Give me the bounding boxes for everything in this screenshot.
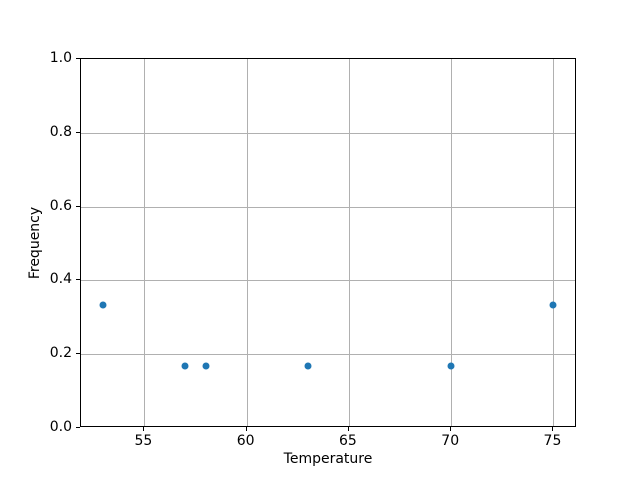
y-tick-mark — [76, 131, 80, 133]
x-tick-mark — [245, 427, 247, 431]
y-tick-label: 1.0 — [49, 50, 72, 66]
y-tick-label: 0.2 — [49, 345, 72, 362]
x-gridline — [144, 59, 146, 426]
x-tick-label: 55 — [134, 433, 153, 449]
y-tick-mark — [76, 58, 80, 59]
x-tick-mark — [143, 427, 145, 431]
y-tick-mark — [76, 279, 80, 281]
y-tick-mark — [76, 427, 80, 428]
x-tick-label: 70 — [441, 433, 460, 449]
y-gridline — [81, 354, 575, 356]
data-point — [549, 301, 557, 309]
y-tick-label: 0.8 — [49, 123, 72, 140]
x-tick-mark — [552, 427, 554, 431]
y-gridline — [81, 132, 575, 134]
x-gridline — [246, 59, 248, 426]
x-axis-label: Temperature — [283, 451, 373, 467]
x-gridline — [348, 59, 350, 426]
y-tick-label: 0.6 — [49, 197, 72, 214]
data-point — [202, 362, 210, 370]
y-tick-mark — [76, 205, 80, 207]
y-tick-label: 0.4 — [49, 271, 72, 288]
x-tick-label: 75 — [543, 433, 562, 449]
x-tick-mark — [347, 427, 349, 431]
y-gridline — [81, 206, 575, 208]
x-tick-label: 65 — [339, 433, 357, 449]
x-tick-label: 60 — [236, 433, 255, 449]
y-gridline — [81, 280, 575, 282]
y-tick-mark — [76, 353, 80, 355]
x-tick-mark — [450, 427, 452, 431]
plot-area — [80, 58, 576, 427]
x-gridline — [553, 59, 555, 426]
data-point — [99, 301, 107, 309]
x-gridline — [451, 59, 453, 426]
data-point — [447, 362, 455, 370]
y-tick-label: 0.0 — [49, 419, 72, 435]
y-axis-label: Frequency — [27, 206, 43, 279]
data-point — [304, 362, 312, 370]
data-point — [181, 362, 189, 370]
